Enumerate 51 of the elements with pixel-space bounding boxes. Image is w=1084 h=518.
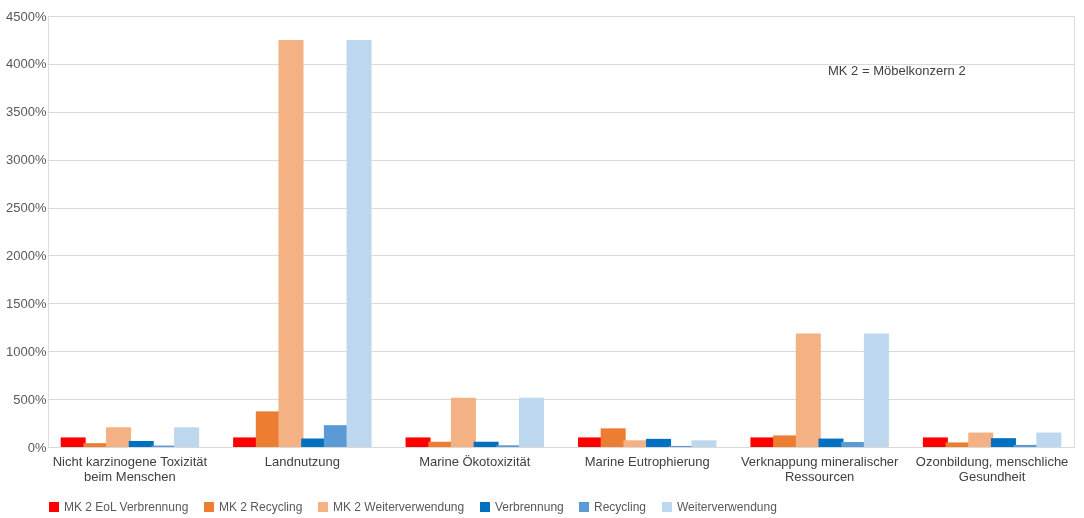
y-tick-label: 0% <box>27 439 47 455</box>
x-tick-label: Marine Ökotoxizität <box>419 453 531 469</box>
y-tick-label: 2000% <box>6 247 47 263</box>
legend-label: MK 2 EoL Verbrennung <box>64 500 189 514</box>
legend-label: Weiterverwendung <box>677 500 777 514</box>
bar <box>623 440 649 447</box>
bar <box>600 428 626 447</box>
legend-label: MK 2 Weiterverwendung <box>333 500 465 514</box>
bar <box>863 333 889 447</box>
annotation: MK 2 = Möbelkonzern 2 <box>828 63 966 78</box>
y-tick-label: 3000% <box>6 152 47 168</box>
bar <box>578 437 603 447</box>
legend-label: Recycling <box>594 500 647 514</box>
y-tick-label: 4500% <box>6 8 47 24</box>
bar <box>233 437 259 447</box>
bar <box>795 333 821 447</box>
bar <box>405 437 431 447</box>
bar <box>106 427 132 447</box>
y-tick-label: 1000% <box>6 343 47 359</box>
x-tick-label: Marine Eutrophierung <box>584 453 710 469</box>
bar <box>60 437 86 447</box>
bar <box>646 438 672 447</box>
y-tick-label: 2500% <box>6 200 47 216</box>
bar <box>773 435 799 447</box>
bar <box>473 441 499 447</box>
bar <box>922 437 948 447</box>
x-tick-label: Nicht karzinogene Toxizität beim Menschen <box>52 453 208 484</box>
y-tick-label: 500% <box>13 391 47 407</box>
bar <box>691 440 717 447</box>
bar <box>255 411 281 447</box>
bar <box>128 440 154 447</box>
x-tick-label: Landnutzung <box>264 453 340 469</box>
bar <box>174 427 200 447</box>
bar <box>519 397 544 447</box>
bar <box>1036 432 1062 447</box>
y-tick-label: 4000% <box>6 56 47 72</box>
bar <box>841 442 867 447</box>
bar <box>323 425 349 447</box>
bar <box>83 443 109 447</box>
y-tick-label: 1500% <box>6 295 47 311</box>
bar <box>750 437 776 447</box>
y-tick-label: 3500% <box>6 104 47 120</box>
bar <box>968 432 994 447</box>
x-tick-label: Verknappung mineralischer Ressourcen <box>740 453 900 484</box>
bar <box>990 438 1016 447</box>
legend-label: MK 2 Recycling <box>219 500 303 514</box>
x-tick-label: Ozonbildung, menschliche Gesundheit <box>915 453 1069 484</box>
bar <box>450 397 476 447</box>
bar <box>346 39 372 447</box>
legend-label: Verbrennung <box>495 500 564 514</box>
bar <box>278 39 304 447</box>
